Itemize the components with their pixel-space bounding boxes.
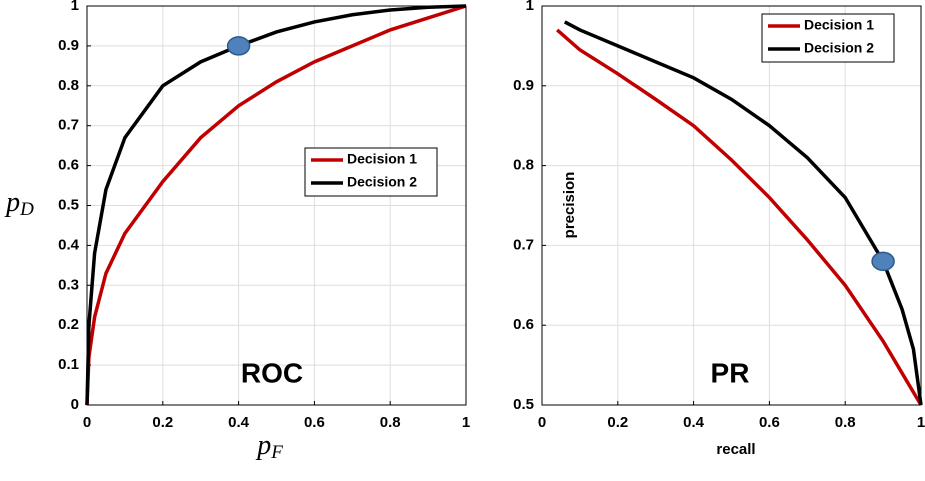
y-tick-label: 0.2 [58, 316, 79, 333]
y-tick-label: 0.8 [58, 77, 79, 94]
y-axis-label: precision [561, 172, 578, 239]
x-tick-label: 0.6 [304, 414, 325, 431]
y-tick-label: 0.8 [513, 157, 534, 174]
x-tick-label: 0.2 [152, 414, 173, 431]
axes-frame [541, 5, 922, 406]
y-tick-label: 1 [526, 0, 534, 14]
y-tick-label: 0.5 [513, 396, 534, 413]
y-axis-label-sub: D [19, 199, 34, 220]
x-tick-label: 0.6 [759, 414, 780, 431]
curve [556, 28, 923, 406]
x-tick-label: 0.2 [607, 414, 628, 431]
x-tick-label: 0.8 [835, 414, 856, 431]
x-axis-label: pF [255, 430, 283, 463]
legend-label: Decision 1 [347, 151, 417, 167]
y-tick-label: 0.7 [58, 117, 79, 134]
legend-box [304, 147, 438, 197]
annotation: PR [711, 357, 750, 388]
y-tick-label: 0.5 [58, 196, 79, 213]
annotation: ROC [241, 357, 303, 388]
curve [563, 20, 923, 406]
y-tick-label: 0.9 [513, 77, 534, 94]
y-tick-label: 0 [71, 396, 79, 413]
y-axis-label-base: p [4, 187, 20, 218]
x-tick-label: 0.4 [683, 414, 705, 431]
x-tick-label: 0 [538, 414, 546, 431]
curve [85, 4, 467, 406]
x-tick-label: 0 [83, 414, 91, 431]
y-tick-label: 0.9 [58, 37, 79, 54]
curve [85, 4, 467, 406]
x-tick-label: 0.8 [380, 414, 401, 431]
legend-label: Decision 2 [804, 40, 874, 56]
x-tick-label: 0.4 [228, 414, 250, 431]
legend-label: Decision 1 [804, 17, 874, 33]
legend-box [761, 13, 895, 63]
y-tick-label: 0.7 [513, 236, 534, 253]
axes-frame [86, 5, 467, 406]
y-tick-label: 0.3 [58, 276, 79, 293]
y-tick-label: 1 [71, 0, 79, 14]
y-axis-label: pD [4, 187, 34, 220]
x-axis-label-base: p [255, 430, 271, 461]
highlight-point [226, 36, 251, 56]
y-tick-label: 0.1 [58, 356, 79, 373]
x-tick-label: 1 [917, 414, 925, 431]
legend-label: Decision 2 [347, 174, 417, 190]
y-tick-label: 0.6 [58, 157, 79, 174]
x-tick-label: 1 [462, 414, 470, 431]
x-axis-label: recall [716, 441, 755, 458]
y-tick-label: 0.4 [58, 236, 80, 253]
x-axis-label-sub: F [270, 442, 283, 463]
highlight-point [871, 251, 895, 272]
plot-area [542, 6, 921, 405]
y-tick-label: 0.6 [513, 316, 534, 333]
